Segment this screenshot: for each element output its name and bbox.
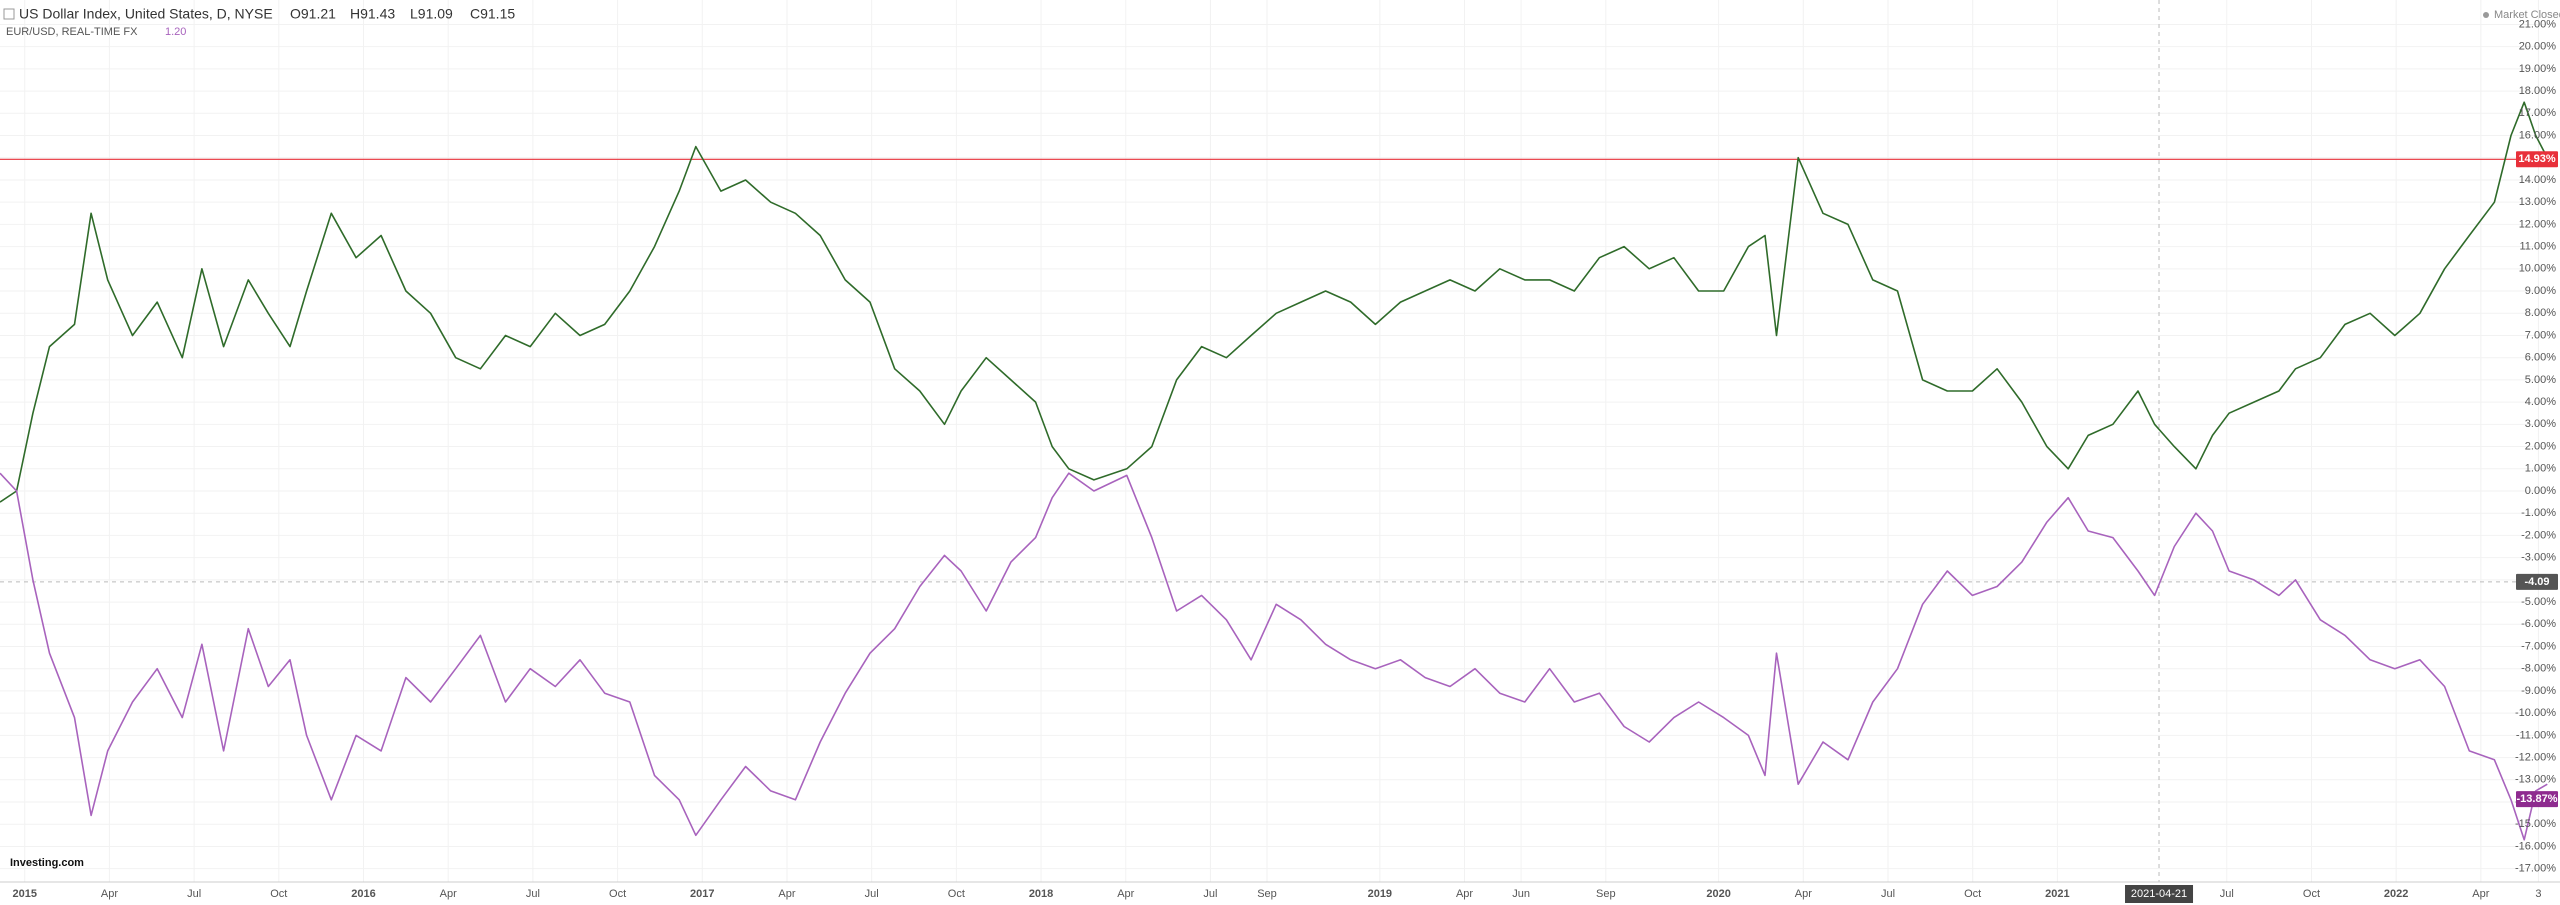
x-tick-label: Jun xyxy=(1512,888,1530,900)
crosshair-x-box xyxy=(2125,885,2194,903)
x-tick-label: Apr xyxy=(1456,888,1473,900)
x-tick-label: Apr xyxy=(2472,888,2489,900)
y-tick-label: -7.00% xyxy=(2521,640,2556,652)
y-tick-label: -12.00% xyxy=(2515,751,2556,763)
x-tick-label: 2020 xyxy=(1706,888,1730,900)
y-tick-label: 8.00% xyxy=(2525,307,2556,319)
x-tick-label: Jul xyxy=(526,888,540,900)
y-tick-label: 14.00% xyxy=(2519,174,2557,186)
compare-value: 1.20 xyxy=(165,26,186,38)
collapse-icon xyxy=(3,8,15,20)
x-tick-label: 2016 xyxy=(351,888,375,900)
y-tick-label: -5.00% xyxy=(2521,596,2556,608)
y-tick-label: -3.00% xyxy=(2521,552,2556,564)
y-tick-label: 18.00% xyxy=(2519,85,2557,97)
price-tag-box xyxy=(2516,151,2558,168)
x-tick-label: Apr xyxy=(1117,888,1134,900)
logo: Investing.com xyxy=(10,857,84,869)
y-tick-label: -15.00% xyxy=(2515,818,2556,830)
y-tick-label: 11.00% xyxy=(2520,241,2557,253)
y-tick-label: 12.00% xyxy=(2519,218,2557,230)
ohlc-value: L91.09 xyxy=(410,6,453,22)
x-tick-label: Sep xyxy=(1596,888,1616,900)
price-tag-box xyxy=(2516,791,2558,808)
y-tick-label: -16.00% xyxy=(2515,840,2556,852)
ohlc-value: O91.21 xyxy=(290,6,336,22)
y-tick-label: 20.00% xyxy=(2519,41,2557,53)
x-tick-label: 2018 xyxy=(1029,888,1053,900)
x-tick-label: Jul xyxy=(865,888,879,900)
y-tick-label: -13.00% xyxy=(2515,774,2556,786)
x-tick-label: Jul xyxy=(2220,888,2234,900)
y-tick-label: 10.00% xyxy=(2519,263,2557,275)
x-tick-label: 2017 xyxy=(690,888,714,900)
y-tick-label: 9.00% xyxy=(2525,285,2556,297)
crosshair-y-box xyxy=(2516,573,2558,590)
x-tick-label: Apr xyxy=(1795,888,1812,900)
x-tick-label: 3 xyxy=(2535,888,2541,900)
x-tick-label: Oct xyxy=(270,888,287,900)
status-dot xyxy=(2483,12,2489,18)
x-tick-label: 2021 xyxy=(2045,888,2069,900)
series-line xyxy=(0,101,2549,503)
y-tick-label: 13.00% xyxy=(2519,196,2557,208)
price-tag-label: 14.93% xyxy=(2518,153,2556,165)
y-tick-label: -2.00% xyxy=(2521,529,2556,541)
y-tick-label: 0.00% xyxy=(2525,485,2556,497)
price-tag-label: -13.87% xyxy=(2517,793,2558,805)
ohlc-value: H91.43 xyxy=(350,6,395,22)
crosshair-y-label: -4.09 xyxy=(2524,576,2549,588)
x-tick-label: 2015 xyxy=(12,888,36,900)
y-tick-label: 16.00% xyxy=(2519,129,2557,141)
x-tick-label: Oct xyxy=(609,888,626,900)
crosshair-x-label: 2021-04-21 xyxy=(2131,888,2187,900)
y-tick-label: 1.00% xyxy=(2525,463,2556,475)
x-tick-label: Jul xyxy=(1881,888,1895,900)
x-tick-label: Jul xyxy=(187,888,201,900)
y-tick-label: 4.00% xyxy=(2525,396,2556,408)
y-tick-label: 19.00% xyxy=(2519,63,2557,75)
y-tick-label: 2.00% xyxy=(2525,440,2556,452)
x-tick-label: Apr xyxy=(101,888,118,900)
x-tick-label: 2019 xyxy=(1368,888,1392,900)
x-tick-label: 2022 xyxy=(2384,888,2408,900)
market-status: Market Closed xyxy=(2494,9,2560,21)
y-tick-label: -9.00% xyxy=(2521,685,2556,697)
x-tick-label: Oct xyxy=(2303,888,2320,900)
compare-name: EUR/USD, REAL-TIME FX xyxy=(6,26,138,38)
y-tick-label: 21.00% xyxy=(2519,18,2557,30)
y-tick-label: 6.00% xyxy=(2525,352,2556,364)
y-tick-label: -8.00% xyxy=(2521,663,2556,675)
y-tick-label: 7.00% xyxy=(2525,329,2556,341)
x-tick-label: Apr xyxy=(778,888,795,900)
x-tick-label: Jul xyxy=(1203,888,1217,900)
y-tick-label: -11.00% xyxy=(2516,729,2556,741)
x-tick-label: Apr xyxy=(440,888,457,900)
y-tick-label: -1.00% xyxy=(2521,507,2556,519)
legend-title: US Dollar Index, United States, D, NYSE xyxy=(19,6,273,22)
x-tick-label: Oct xyxy=(948,888,965,900)
y-tick-label: -10.00% xyxy=(2515,707,2556,719)
y-tick-label: 3.00% xyxy=(2525,418,2556,430)
ohlc-value: C91.15 xyxy=(470,6,515,22)
y-tick-label: -17.00% xyxy=(2515,863,2556,875)
x-tick-label: Sep xyxy=(1257,888,1277,900)
y-tick-label: 17.00% xyxy=(2519,107,2557,119)
y-tick-label: -6.00% xyxy=(2521,618,2556,630)
y-tick-label: 5.00% xyxy=(2525,374,2556,386)
series-line xyxy=(0,472,2548,841)
x-tick-label: Oct xyxy=(1964,888,1981,900)
